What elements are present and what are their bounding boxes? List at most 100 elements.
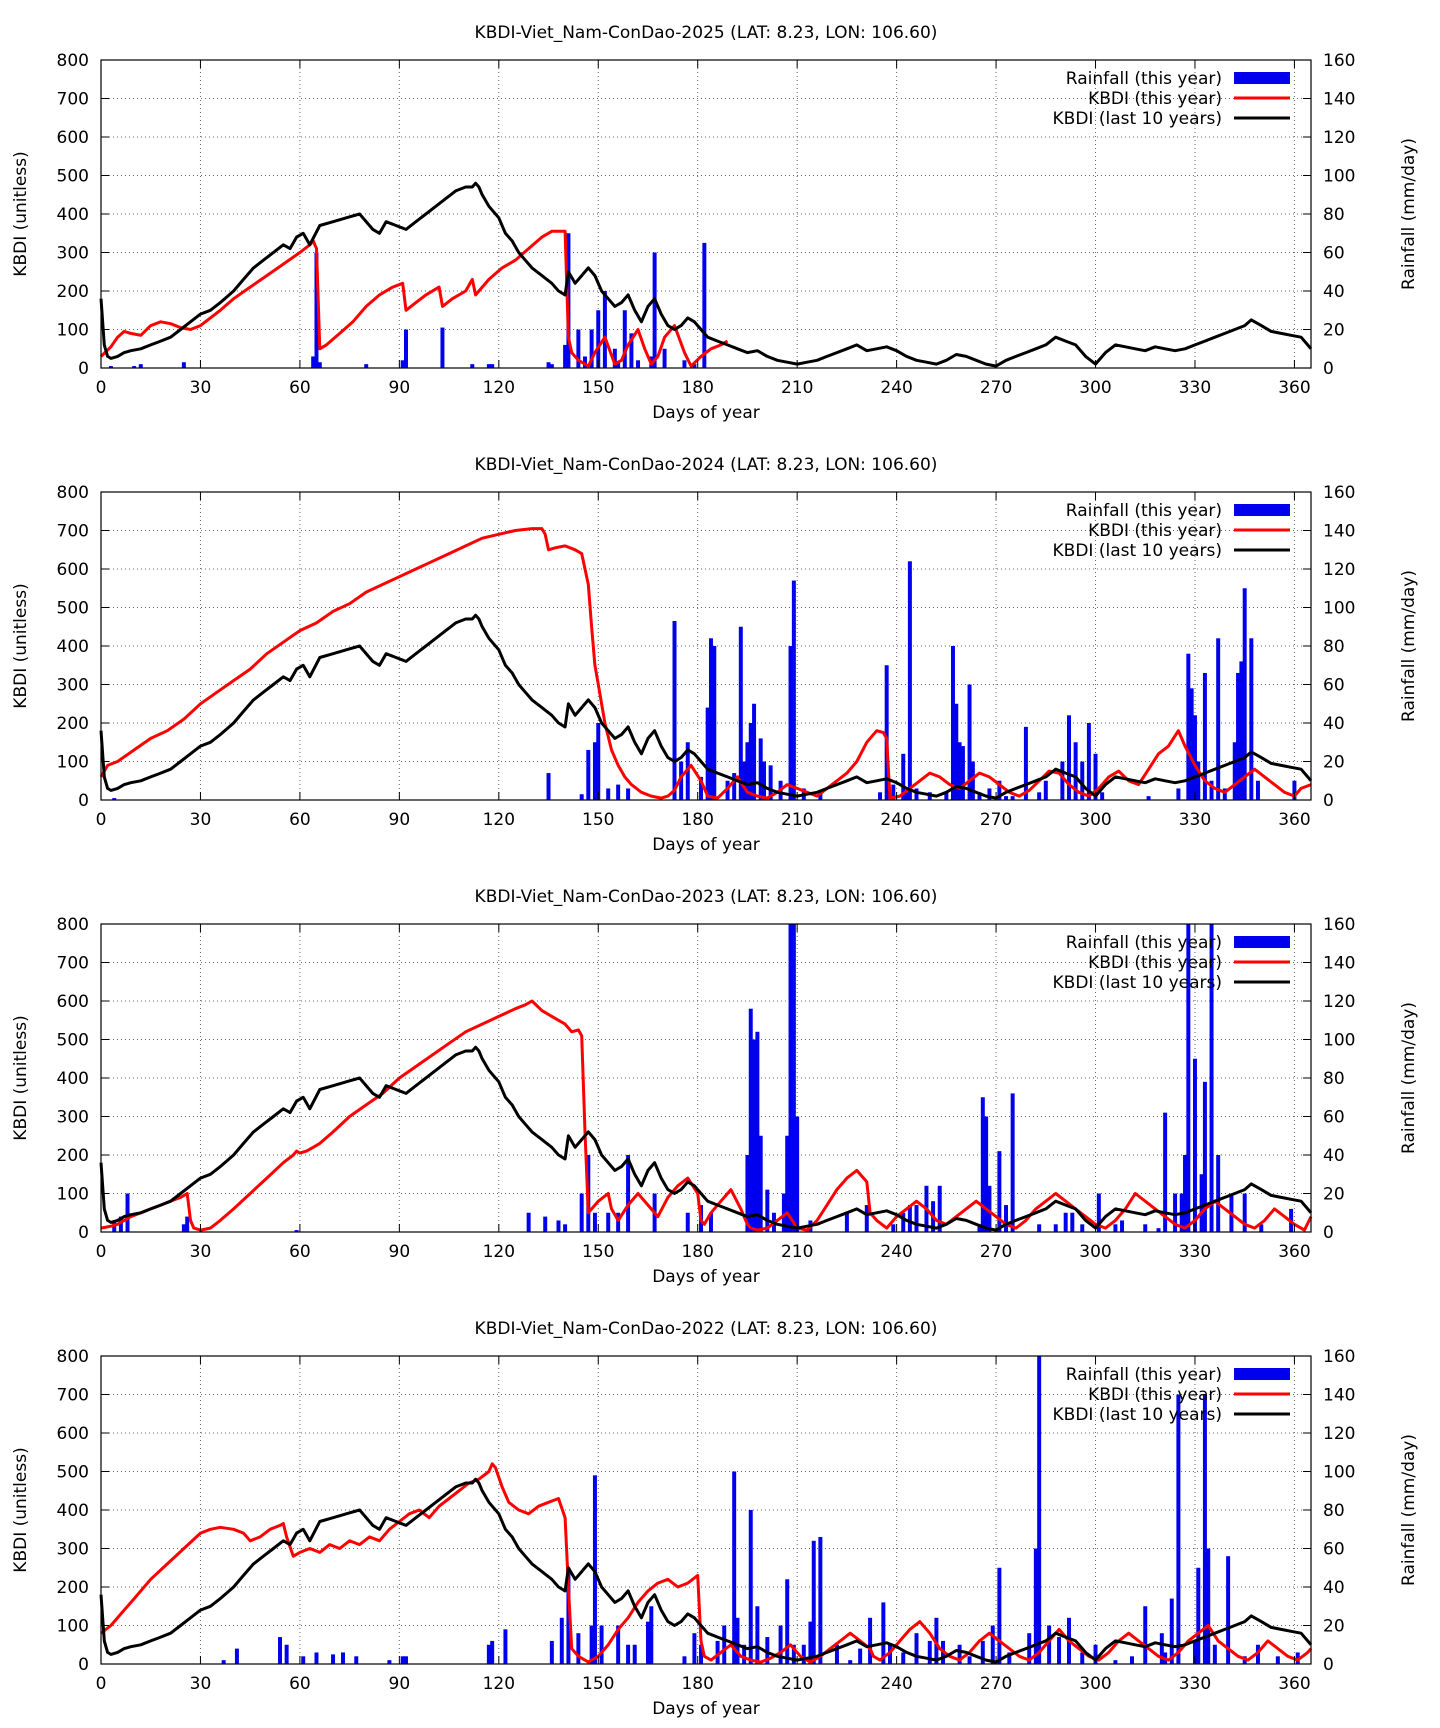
rainfall-bar bbox=[755, 1031, 760, 1232]
y-axis-label: KBDI (unitless) bbox=[11, 151, 31, 276]
rainfall-bar bbox=[1236, 672, 1241, 800]
x-tick-label: 360 bbox=[1278, 378, 1310, 398]
rainfall-bar bbox=[1192, 1058, 1197, 1232]
y-tick-label: 500 bbox=[57, 1463, 89, 1483]
x-tick-label: 150 bbox=[582, 810, 614, 830]
y2-tick-label: 120 bbox=[1323, 992, 1355, 1012]
x-tick-label: 270 bbox=[980, 378, 1012, 398]
rainfall-bar bbox=[576, 329, 581, 368]
rainfall-bar bbox=[791, 1644, 796, 1664]
rainfall-bar bbox=[957, 742, 962, 800]
x-tick-label: 120 bbox=[483, 1242, 515, 1262]
rainfall-bar bbox=[708, 638, 713, 800]
rainfall-bar bbox=[1163, 1112, 1168, 1232]
y-tick-label: 600 bbox=[57, 128, 89, 148]
rainfall-bar bbox=[546, 362, 551, 368]
y-tick-label: 0 bbox=[78, 359, 89, 379]
rainfall-bar bbox=[181, 362, 186, 368]
rainfall-bar bbox=[745, 1155, 750, 1232]
rainfall-bar bbox=[1202, 672, 1207, 800]
y2-axis-label: Rainfall (mm/day) bbox=[1399, 570, 1419, 722]
rainfall-bar bbox=[503, 1629, 508, 1664]
rainfall-bar bbox=[980, 1640, 985, 1664]
rainfall-bar bbox=[977, 1224, 982, 1232]
y2-tick-label: 60 bbox=[1323, 244, 1345, 264]
x-tick-label: 210 bbox=[781, 1242, 813, 1262]
rainfall-bar bbox=[1176, 788, 1181, 800]
rainfall-bar bbox=[606, 788, 611, 800]
y2-tick-label: 160 bbox=[1323, 1347, 1355, 1367]
rainfall-bar bbox=[715, 1640, 720, 1664]
y-axis-label: KBDI (unitless) bbox=[11, 1015, 31, 1140]
rainfall-bar bbox=[354, 1656, 359, 1664]
rainfall-bar bbox=[1033, 1548, 1038, 1664]
y-tick-label: 500 bbox=[57, 599, 89, 619]
rainfall-bar bbox=[606, 1212, 611, 1232]
rainfall-bar bbox=[1216, 638, 1221, 800]
rainfall-bar bbox=[1202, 1394, 1207, 1664]
rainfall-bar bbox=[626, 1644, 631, 1664]
legend-label: Rainfall (this year) bbox=[1066, 69, 1222, 89]
rainfall-bar bbox=[1196, 1567, 1201, 1664]
rainfall-bar bbox=[563, 1224, 568, 1232]
rainfall-bar bbox=[629, 333, 634, 368]
legend-label: KBDI (this year) bbox=[1088, 89, 1222, 109]
legend-label: KBDI (last 10 years) bbox=[1053, 1405, 1222, 1425]
rainfall-bar bbox=[818, 792, 823, 800]
kbdi-this-year-line bbox=[100, 999, 1313, 1232]
rainfall-bar bbox=[1080, 1224, 1085, 1232]
y2-tick-label: 80 bbox=[1323, 637, 1345, 657]
rainfall-bar bbox=[1275, 1656, 1280, 1664]
x-tick-label: 330 bbox=[1179, 1674, 1211, 1694]
rainfall-bar bbox=[185, 1216, 190, 1232]
rainfall-bar bbox=[901, 1652, 906, 1664]
rainfall-bar bbox=[1060, 761, 1065, 800]
legend-label: KBDI (this year) bbox=[1088, 521, 1222, 541]
rainfall-bar bbox=[901, 1212, 906, 1232]
y-tick-label: 800 bbox=[57, 915, 89, 935]
x-tick-label: 30 bbox=[190, 378, 212, 398]
x-tick-label: 90 bbox=[389, 1674, 411, 1694]
rainfall-bar bbox=[1093, 1644, 1098, 1664]
rainfall-bar bbox=[1120, 1220, 1125, 1232]
rainfall-bar bbox=[543, 1216, 548, 1232]
rainfall-bar bbox=[1037, 792, 1042, 800]
rainfall-bar bbox=[682, 1656, 687, 1664]
legend-label: KBDI (last 10 years) bbox=[1053, 109, 1222, 129]
rainfall-bar bbox=[699, 776, 704, 800]
rainfall-bar bbox=[1216, 1155, 1221, 1232]
rainfall-bar bbox=[1057, 1637, 1062, 1664]
x-tick-label: 210 bbox=[781, 1674, 813, 1694]
y-tick-label: 100 bbox=[57, 753, 89, 773]
legend-label: KBDI (last 10 years) bbox=[1053, 973, 1222, 993]
x-tick-label: 0 bbox=[96, 810, 107, 830]
legend-swatch-rainfall bbox=[1234, 936, 1290, 948]
rainfall-bar bbox=[748, 1008, 753, 1232]
rainfall-bar bbox=[331, 1654, 336, 1664]
rainfall-bar bbox=[745, 742, 750, 800]
y-tick-label: 700 bbox=[57, 1386, 89, 1406]
rainfall-bar bbox=[1073, 742, 1078, 800]
rainfall-bar bbox=[738, 626, 743, 800]
y-tick-label: 400 bbox=[57, 1501, 89, 1521]
rainfall-bar bbox=[592, 1212, 597, 1232]
x-tick-label: 60 bbox=[289, 810, 311, 830]
x-tick-label: 360 bbox=[1278, 1674, 1310, 1694]
rainfall-bar bbox=[891, 784, 896, 800]
rainfall-bar bbox=[112, 798, 117, 800]
rainfall-bar bbox=[705, 707, 710, 800]
rainfall-bar bbox=[752, 703, 757, 800]
rainfall-bar bbox=[755, 1606, 760, 1664]
rainfall-bar bbox=[1199, 1174, 1204, 1232]
x-tick-label: 300 bbox=[1079, 1242, 1111, 1262]
legend-swatch-rainfall bbox=[1234, 72, 1290, 84]
x-tick-label: 180 bbox=[681, 1242, 713, 1262]
y2-tick-label: 100 bbox=[1323, 1031, 1355, 1051]
y-tick-label: 300 bbox=[57, 1540, 89, 1560]
rainfall-bar bbox=[589, 329, 594, 368]
rainfall-bar bbox=[632, 1644, 637, 1664]
x-tick-label: 240 bbox=[880, 810, 912, 830]
rainfall-bar bbox=[758, 1135, 763, 1232]
rainfall-bar bbox=[748, 723, 753, 800]
rainfall-bar bbox=[944, 792, 949, 800]
